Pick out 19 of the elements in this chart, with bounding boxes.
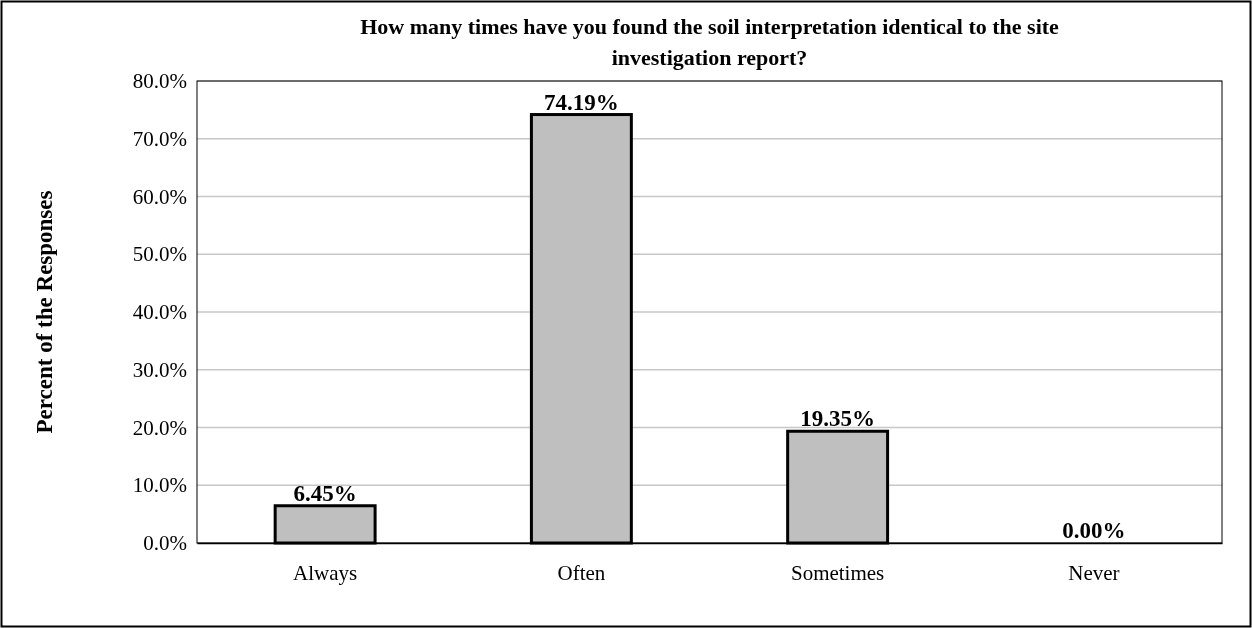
data-label: 74.19% xyxy=(544,89,619,115)
chart-title: How many times have you found the soil interpretation identical to the site investigation report? xyxy=(360,14,1060,70)
y-tick-label: 30.0% xyxy=(132,357,187,382)
y-tick-label: 10.0% xyxy=(132,473,187,498)
data-label: 0.00% xyxy=(1062,518,1126,543)
y-tick-label: 0.0% xyxy=(143,531,187,556)
x-tick-label: Often xyxy=(557,560,606,585)
x-tick-label: Always xyxy=(293,560,358,585)
data-label: 6.45% xyxy=(293,480,357,506)
y-axis-title: Percent of the Responses xyxy=(32,190,57,434)
y-tick-label: 60.0% xyxy=(132,184,187,209)
x-tick-label: Sometimes xyxy=(790,560,885,585)
y-tick-label: 80.0% xyxy=(132,69,187,94)
y-tick-label: 50.0% xyxy=(132,242,187,267)
x-tick-label: Never xyxy=(1068,560,1120,585)
y-tick-label: 70.0% xyxy=(132,126,187,151)
y-tick-label: 20.0% xyxy=(132,415,187,440)
y-tick-label: 40.0% xyxy=(132,300,187,325)
data-label: 19.35% xyxy=(800,406,875,432)
